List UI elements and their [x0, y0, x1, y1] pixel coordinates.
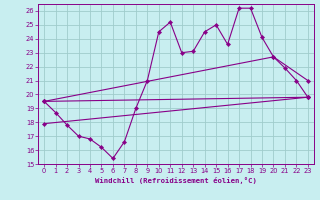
X-axis label: Windchill (Refroidissement éolien,°C): Windchill (Refroidissement éolien,°C) — [95, 177, 257, 184]
